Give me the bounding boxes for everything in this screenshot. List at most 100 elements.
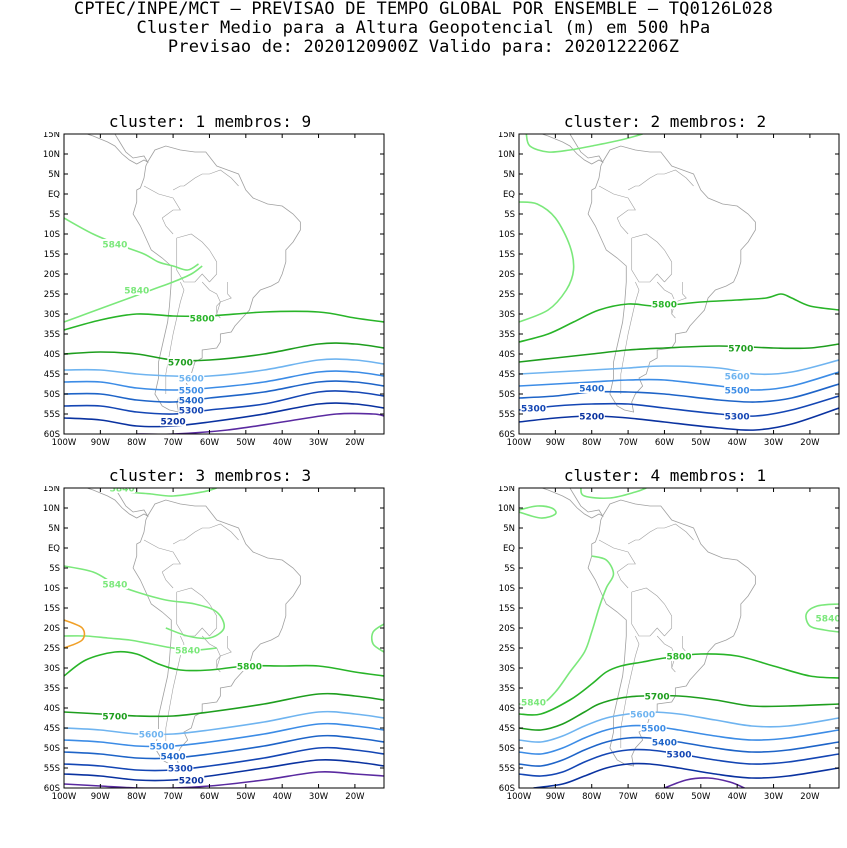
country-border bbox=[176, 587, 218, 637]
country-border bbox=[183, 169, 239, 187]
x-tick-label: 30W bbox=[764, 792, 784, 802]
country-border bbox=[201, 281, 221, 315]
contour-label: 5200 bbox=[179, 777, 204, 787]
x-tick-label: 80W bbox=[582, 792, 602, 802]
country-border bbox=[161, 217, 174, 235]
country-border bbox=[216, 282, 232, 319]
contour-label: 5700 bbox=[102, 713, 127, 723]
y-tick-label: 45S bbox=[499, 724, 515, 734]
y-tick-label: 20S bbox=[499, 270, 515, 280]
contour-line-5400 bbox=[519, 383, 839, 403]
contour-label-bg bbox=[109, 488, 136, 493]
y-tick-label: 20S bbox=[44, 624, 60, 634]
y-tick-label: 55S bbox=[44, 764, 60, 774]
y-tick-label: 60S bbox=[499, 784, 515, 794]
y-tick-label: 15N bbox=[43, 132, 60, 140]
contour-label-bg bbox=[160, 416, 187, 427]
header-line-2: Cluster Medio para a Altura Geopotencial… bbox=[136, 18, 711, 38]
contour-label-bg bbox=[651, 737, 678, 747]
contour-label: 5600 bbox=[725, 373, 750, 383]
figure-header: CPTEC/INPE/MCT – PREVISAO DE TEMPO GLOBA… bbox=[0, 0, 847, 57]
y-tick-label: 40S bbox=[44, 704, 60, 714]
y-tick-label: 55S bbox=[44, 410, 60, 420]
y-tick-label: 20S bbox=[44, 270, 60, 280]
contour-line-unlabeled bbox=[533, 762, 839, 788]
contour-label: 5840 bbox=[521, 699, 546, 709]
contour-label-bg bbox=[644, 691, 671, 701]
contour-label-bg bbox=[174, 645, 201, 655]
country-border bbox=[172, 539, 184, 545]
x-tick-label: 30W bbox=[309, 792, 329, 802]
contour-line-5600 bbox=[519, 359, 839, 376]
x-tick-label: 90W bbox=[546, 438, 566, 448]
country-border bbox=[176, 233, 218, 283]
contour-label: 5800 bbox=[190, 315, 215, 325]
y-tick-label: EQ bbox=[48, 190, 60, 200]
contour-line-5800 bbox=[64, 310, 384, 331]
coastline bbox=[132, 145, 301, 413]
panel-title: cluster: 1 membros: 9 bbox=[108, 112, 312, 131]
x-tick-label: 90W bbox=[91, 792, 111, 802]
x-tick-label: 20W bbox=[345, 438, 365, 448]
y-tick-label: 5S bbox=[49, 210, 60, 220]
country-border bbox=[627, 539, 639, 545]
contour-line-unlabeled bbox=[664, 777, 745, 788]
contour-line-5300 bbox=[64, 390, 384, 415]
contour-label: 5400 bbox=[579, 385, 604, 395]
contour-line-unlabeled bbox=[136, 412, 384, 434]
contour-label: 5840 bbox=[175, 647, 200, 657]
y-tick-label: 30S bbox=[499, 310, 515, 320]
contour-label-bg bbox=[189, 313, 216, 323]
contour-line-5400 bbox=[519, 736, 839, 767]
country-border bbox=[183, 523, 239, 541]
x-tick-label: 20W bbox=[800, 792, 820, 802]
contour-line-5600 bbox=[64, 358, 384, 378]
y-tick-label: 15S bbox=[44, 604, 60, 614]
x-tick-label: 40W bbox=[273, 792, 293, 802]
contour-line-5700 bbox=[519, 694, 839, 731]
contour-label-bg bbox=[138, 729, 165, 739]
y-tick-label: EQ bbox=[48, 544, 60, 554]
contour-label: 5300 bbox=[521, 405, 546, 415]
contour-line-unlabeled bbox=[519, 505, 557, 519]
y-tick-label: 30S bbox=[44, 664, 60, 674]
x-tick-label: 60W bbox=[200, 438, 220, 448]
plot-frame bbox=[63, 133, 385, 435]
x-tick-label: 100W bbox=[52, 792, 77, 802]
y-tick-label: 40S bbox=[44, 350, 60, 360]
y-tick-label: 15N bbox=[498, 486, 515, 494]
contour-label-bg bbox=[123, 285, 150, 295]
country-border bbox=[631, 238, 665, 283]
y-tick-label: 10S bbox=[44, 584, 60, 594]
country-border bbox=[598, 539, 636, 573]
contour-label-bg bbox=[101, 711, 128, 721]
y-tick-label: 50S bbox=[499, 744, 515, 754]
x-tick-label: 70W bbox=[163, 792, 183, 802]
country-border bbox=[216, 636, 232, 673]
y-tick-label: 5S bbox=[504, 210, 515, 220]
contour-label: 5700 bbox=[168, 359, 193, 369]
contour-line-5500 bbox=[519, 724, 839, 755]
y-tick-label: 15S bbox=[499, 250, 515, 260]
panel-title: cluster: 2 membros: 2 bbox=[563, 112, 767, 131]
y-tick-label: 25S bbox=[44, 644, 60, 654]
contour-label-bg bbox=[727, 343, 754, 353]
y-tick-label: 40S bbox=[499, 704, 515, 714]
x-tick-label: 100W bbox=[52, 438, 77, 448]
contour-label-bg bbox=[724, 371, 751, 381]
y-tick-label: 5S bbox=[504, 564, 515, 574]
y-tick-label: 45S bbox=[44, 724, 60, 734]
y-tick-label: 55S bbox=[499, 410, 515, 420]
x-tick-label: 40W bbox=[728, 792, 748, 802]
contour-label-bg bbox=[640, 723, 667, 733]
contour-label-bg bbox=[651, 299, 678, 309]
contour-label-bg bbox=[520, 403, 547, 413]
country-border bbox=[620, 281, 640, 394]
y-tick-label: 30S bbox=[499, 664, 515, 674]
contour-label-bg bbox=[520, 697, 547, 707]
contour-line-5840 bbox=[64, 565, 226, 640]
contour-label: 5800 bbox=[666, 653, 691, 663]
